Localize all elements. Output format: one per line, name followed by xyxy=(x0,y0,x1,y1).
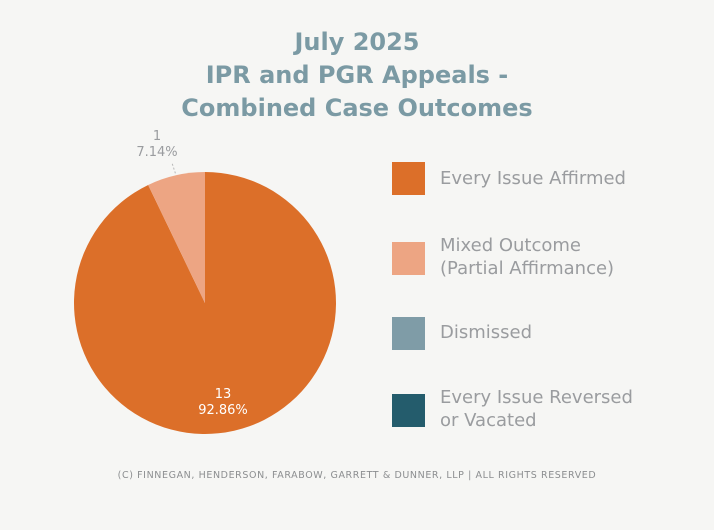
legend-label-mixed-line-2: (Partial Affirmance) xyxy=(440,258,615,279)
legend-label-affirmed-line-1: Every Issue Affirmed xyxy=(440,168,626,189)
title-line-3: Combined Case Outcomes xyxy=(181,94,533,122)
data-label-count-affirmed: 13 xyxy=(215,387,232,402)
legend-label-dismissed-line-1: Dismissed xyxy=(440,322,533,343)
legend-swatch-affirmed xyxy=(392,162,425,195)
data-label-percent-affirmed: 92.86% xyxy=(198,403,248,418)
chart-title: July 2025 IPR and PGR Appeals - Combined… xyxy=(0,26,714,125)
legend-label-mixed-line-1: Mixed Outcome xyxy=(440,235,582,256)
legend-label-mixed: Mixed Outcome (Partial Affirmance) xyxy=(440,234,614,280)
legend-swatch-dismissed xyxy=(392,317,425,350)
legend-swatch-reversed xyxy=(392,394,425,427)
data-label-count-mixed: 1 xyxy=(153,129,161,144)
leader-line-mixed xyxy=(171,162,176,174)
legend-item-reversed: Every Issue Reversed or Vacated xyxy=(392,387,633,432)
legend-label-dismissed: Dismissed xyxy=(440,321,532,344)
legend-swatch-mixed xyxy=(392,242,425,275)
legend-item-affirmed: Every Issue Affirmed xyxy=(392,162,626,195)
title-line-2: IPR and PGR Appeals - xyxy=(205,61,509,89)
legend-item-dismissed: Dismissed xyxy=(392,317,532,350)
data-label-percent-mixed: 7.14% xyxy=(136,145,177,160)
copyright-footer: (C) FINNEGAN, HENDERSON, FARABOW, GARRET… xyxy=(117,470,597,481)
legend-label-affirmed: Every Issue Affirmed xyxy=(440,167,626,190)
title-line-1: July 2025 xyxy=(294,28,420,56)
pie-slice-affirmed xyxy=(74,172,337,435)
legend-item-mixed: Mixed Outcome (Partial Affirmance) xyxy=(392,235,614,280)
legend-label-reversed: Every Issue Reversed or Vacated xyxy=(440,386,633,432)
pie-slice-mixed xyxy=(148,172,205,303)
legend-label-reversed-line-1: Every Issue Reversed xyxy=(440,387,633,408)
legend-label-reversed-line-2: or Vacated xyxy=(440,410,537,431)
